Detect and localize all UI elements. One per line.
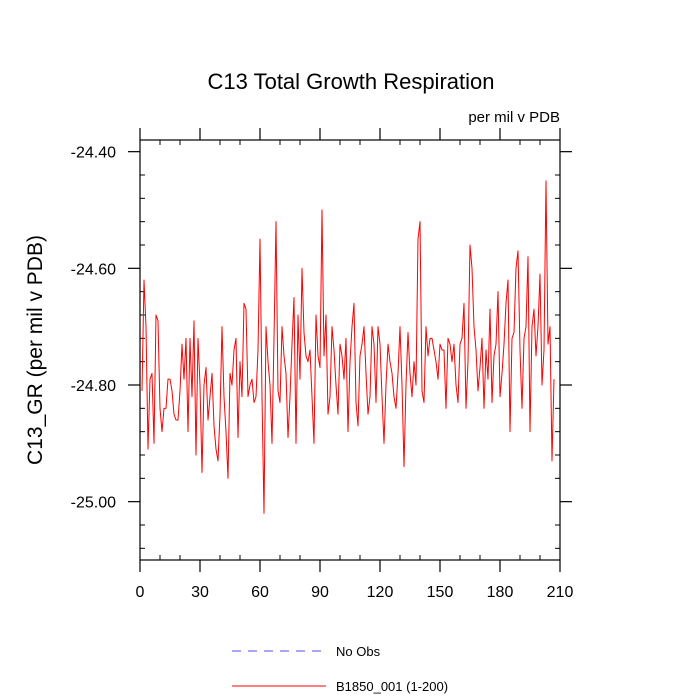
- y-tick-label: -24.80: [71, 378, 116, 395]
- x-tick-label: 90: [311, 584, 329, 601]
- legend: No Obs B1850_001 (1-200): [232, 644, 448, 694]
- x-tick-label: 0: [136, 584, 145, 601]
- x-tick-label: 120: [367, 584, 394, 601]
- legend-label-b1850: B1850_001 (1-200): [336, 679, 448, 694]
- x-tick-label: 150: [427, 584, 454, 601]
- x-tick-label: 180: [487, 584, 514, 601]
- plot-frame: [139, 139, 561, 561]
- chart-title: C13 Total Growth Respiration: [208, 69, 495, 94]
- x-tick-label: 30: [191, 584, 209, 601]
- y-tick-label: -24.40: [71, 145, 116, 162]
- x-tick-label: 210: [547, 584, 574, 601]
- legend-label-no-obs: No Obs: [336, 644, 381, 659]
- x-tick-label: 60: [251, 584, 269, 601]
- series-line: [141, 180, 555, 514]
- axes: 0 30 60 90 120 150 180 210 -24.40 -24.60 -24.80 -25…: [71, 128, 574, 601]
- series-layer: [141, 180, 555, 514]
- units-label: per mil v PDB: [468, 109, 560, 126]
- y-tick-label: -24.60: [71, 261, 116, 278]
- y-axis-label: C13_GR (per mil v PDB): [24, 235, 47, 465]
- y-tick-label: -25.00: [71, 495, 116, 512]
